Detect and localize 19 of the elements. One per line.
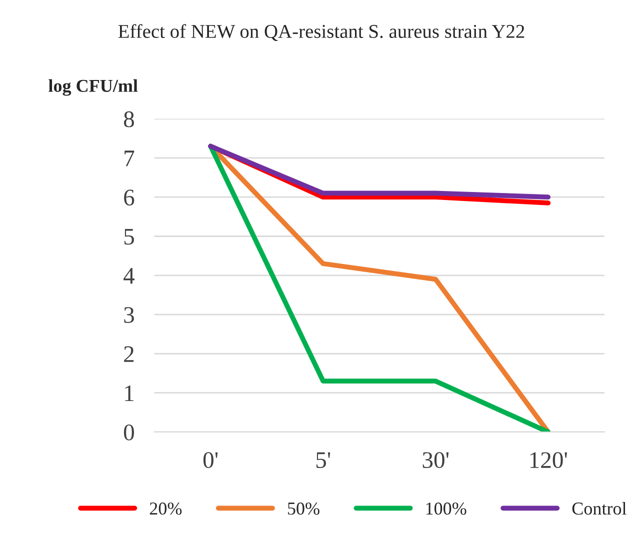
x-tick-label: 120' (530, 452, 567, 468)
y-tick-label: 6 (124, 190, 134, 206)
y-axis-title: log CFU/ml (48, 79, 138, 96)
y-tick-label: 7 (124, 150, 134, 166)
y-tick-label: 8 (124, 111, 134, 128)
legend-label: 100% (426, 502, 466, 515)
chart-title: Effect of NEW on QA-resistant S. aureus strain Y22 (118, 24, 524, 41)
y-tick-label: 2 (124, 346, 134, 362)
legend-label: 50% (288, 502, 320, 515)
legend-label: 20% (150, 502, 182, 515)
y-tick-label: 3 (124, 307, 134, 323)
legend-label: Control (572, 502, 626, 515)
y-tick-label: 0 (124, 424, 134, 440)
x-tick-label: 5' (316, 452, 330, 468)
y-tick-label: 5 (124, 228, 134, 245)
x-tick-label: 0' (203, 452, 218, 468)
x-tick-label: 30' (422, 452, 449, 468)
y-tick-label: 4 (124, 268, 135, 284)
y-tick-label: 1 (125, 385, 134, 402)
